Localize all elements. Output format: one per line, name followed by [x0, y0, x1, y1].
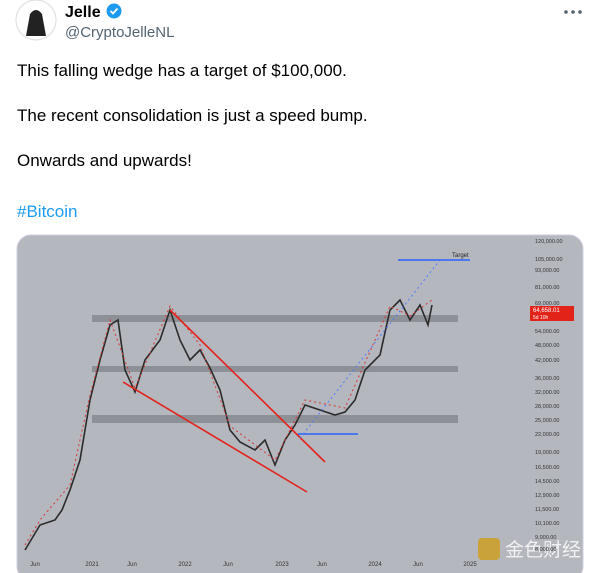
hashtag[interactable]: #Bitcoin	[17, 202, 77, 221]
y-axis-label: 54,000.00	[535, 329, 559, 335]
verified-badge	[106, 3, 122, 19]
watermark: 金色财经	[505, 539, 581, 561]
x-axis-label: 2025	[463, 562, 477, 568]
avatar-figure	[26, 10, 46, 36]
price-candles	[24, 299, 433, 546]
price-tag-text: 64,658.01	[533, 308, 560, 314]
x-axis-label: Jun	[127, 562, 137, 568]
price-tag	[530, 306, 574, 321]
y-axis-label: 36,000.00	[535, 376, 559, 382]
y-axis-label: 32,000.00	[535, 390, 559, 396]
y-axis-label: 16,500.00	[535, 465, 559, 471]
zone	[92, 366, 458, 372]
x-axis-label: 2021	[85, 562, 99, 568]
x-axis-label: Jun	[413, 562, 423, 568]
more-button[interactable]	[564, 10, 582, 14]
watermark-logo	[478, 538, 500, 560]
y-axis-label: 22,000.00	[535, 432, 559, 438]
y-axis-label: 69,000.00	[535, 301, 559, 307]
y-axis-label: 14,500.00	[535, 479, 559, 485]
tweet-line: Onwards and upwards!	[17, 151, 192, 170]
chart-background	[16, 234, 584, 573]
y-axis-label: 48,000.00	[535, 343, 559, 349]
tweet-line: This falling wedge has a target of $100,…	[17, 61, 347, 80]
y-axis-label: 93,000.00	[535, 268, 559, 274]
y-axis-label: 28,000.00	[535, 404, 559, 410]
x-axis-label: Jun	[223, 562, 233, 568]
author-name[interactable]: Jelle	[65, 4, 101, 21]
author-handle[interactable]: @CryptoJelleNL	[65, 24, 174, 41]
countdown: 5d 10h	[533, 315, 549, 321]
y-axis-label: 19,000.00	[535, 450, 559, 456]
y-axis-label: 8,000.00	[535, 547, 556, 553]
y-axis-label: 11,500.00	[535, 507, 559, 513]
y-axis-label: 10,100.00	[535, 521, 559, 527]
wedge-line	[169, 309, 326, 463]
wedge-line	[122, 381, 308, 493]
y-axis-label: 9,000.00	[535, 535, 556, 541]
y-axis-label: 25,000.00	[535, 418, 559, 424]
target-label: Target	[452, 253, 469, 259]
y-axis-label: 42,000.00	[535, 358, 559, 364]
tweet-line: The recent consolidation is just a speed…	[17, 106, 368, 125]
chart-image[interactable]: Target 64,658.01 5d 10h 金色财经 120,000.00 1…	[16, 234, 584, 573]
zone	[92, 315, 458, 322]
y-axis-label: 120,000.00	[535, 239, 563, 245]
verified-check	[109, 7, 119, 15]
x-axis-label: 2024	[368, 562, 382, 568]
zone	[92, 415, 458, 423]
x-axis-label: 2023	[275, 562, 289, 568]
x-axis-label: Jun	[317, 562, 327, 568]
price-path	[24, 298, 433, 551]
x-axis-label: Jun	[30, 562, 40, 568]
y-axis-label: 81,000.00	[535, 285, 559, 291]
y-axis-label: 105,000.00	[535, 257, 563, 263]
x-axis-label: 2022	[178, 562, 192, 568]
y-axis-label: 12,900.00	[535, 493, 559, 499]
